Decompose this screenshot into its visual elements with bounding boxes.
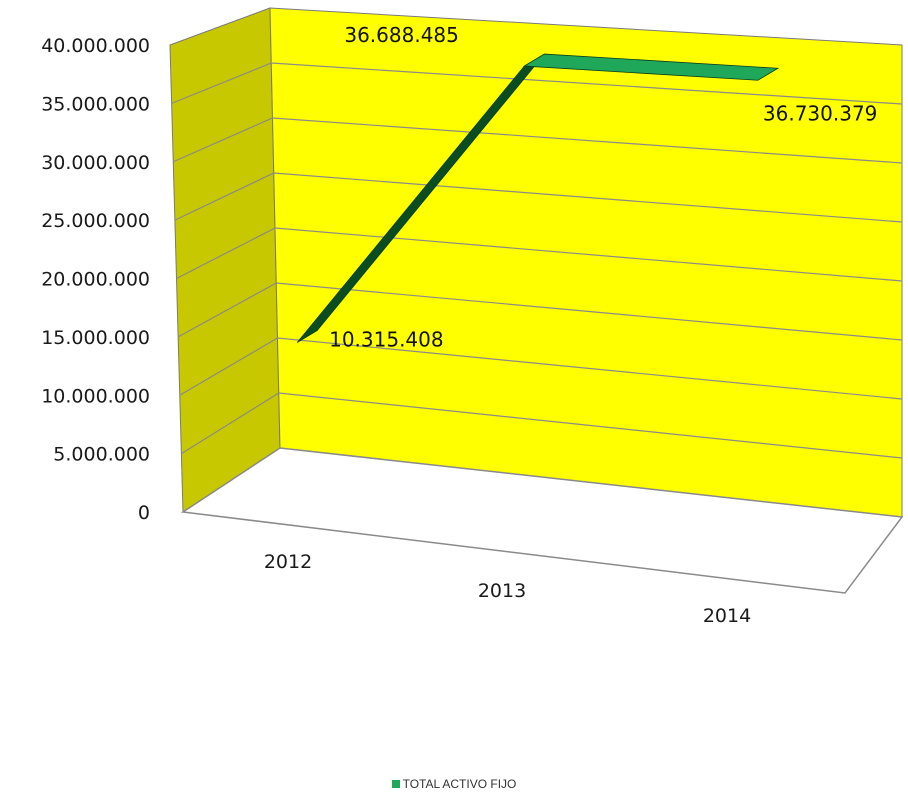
y-tick-label: 40.000.000 [41, 35, 150, 57]
data-labels: 10.315.408 36.688.485 36.730.379 [329, 23, 877, 351]
gridlines [171, 62, 903, 459]
gridline [176, 227, 903, 282]
legend-swatch [391, 780, 400, 788]
y-tick-label: 25.000.000 [41, 210, 150, 232]
y-tick-label: 30.000.000 [41, 152, 150, 174]
data-label: 36.730.379 [763, 101, 878, 125]
legend: TOTAL ACTIVO FIJO [0, 777, 908, 791]
x-tick-label: 2013 [478, 580, 526, 602]
gridline [181, 392, 903, 459]
y-axis-ticks: 0 5.000.000 10.000.000 15.000.000 20.000.000… [41, 35, 150, 524]
y-tick-label: 10.000.000 [41, 385, 150, 407]
x-tick-label: 2014 [703, 605, 751, 627]
y-tick-label: 0 [138, 502, 150, 524]
x-tick-label: 2012 [264, 551, 312, 573]
gridline [171, 62, 903, 105]
legend-label: TOTAL ACTIVO FIJO [402, 777, 517, 791]
data-label: 10.315.408 [329, 328, 444, 352]
series-total-activo-fijo [296, 53, 780, 343]
side-wall [169, 7, 281, 513]
line-segment [523, 53, 780, 81]
y-tick-label: 15.000.000 [41, 327, 150, 349]
floor-outline [180, 447, 904, 594]
gridline [177, 282, 903, 341]
y-tick-label: 5.000.000 [53, 444, 150, 466]
gridline [174, 172, 903, 223]
gridline [173, 117, 903, 164]
y-tick-label: 35.000.000 [41, 93, 150, 115]
data-label: 36.688.485 [344, 23, 459, 47]
gridline [179, 337, 903, 400]
y-tick-label: 20.000.000 [41, 269, 150, 291]
x-axis-ticks: 2012 2013 2014 [264, 551, 751, 627]
